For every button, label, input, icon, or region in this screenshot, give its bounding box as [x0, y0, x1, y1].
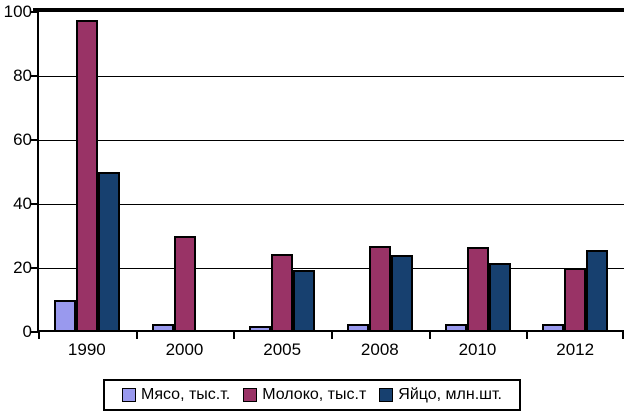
y-tick-label-0: 0	[22, 322, 32, 341]
x-tick-6	[622, 332, 624, 339]
x-tick-4	[428, 332, 431, 339]
x-tick-label-2008: 2008	[360, 340, 399, 359]
y-tick-label-60: 60	[13, 130, 32, 149]
legend-item-3: Яйцо, млн.шт.	[379, 386, 502, 404]
bar-2005-series3	[293, 269, 316, 332]
y-tick-60	[30, 139, 38, 141]
legend-swatch-icon	[122, 388, 136, 402]
bar-2008-series1	[346, 324, 369, 332]
bar-1990-series1	[53, 300, 76, 332]
y-tick-20	[30, 267, 38, 269]
x-tick-5	[526, 332, 529, 339]
x-axis-line	[37, 330, 624, 332]
y-axis-line	[37, 10, 39, 332]
legend-swatch-icon	[379, 388, 394, 402]
bar-2008-series3	[390, 255, 413, 332]
bar-2012-series2	[564, 268, 587, 332]
x-tick-label-2012: 2012	[556, 340, 595, 359]
bar-2010-series2	[466, 247, 489, 332]
bar-2000-series1	[151, 324, 174, 332]
bar-2008-series2	[368, 245, 391, 332]
bar-2005-series1	[249, 325, 272, 332]
plot-top-border	[33, 8, 624, 12]
bar-1990-series3	[97, 172, 120, 332]
y-tick-label-100: 100	[3, 2, 32, 21]
bar-2010-series1	[444, 324, 467, 332]
bar-2000-series2	[173, 236, 196, 332]
gridline-20	[38, 268, 624, 269]
gridline-60	[38, 140, 624, 141]
legend-label: Молоко, тыс.т	[262, 386, 367, 403]
x-tick-label-2005: 2005	[263, 340, 302, 359]
y-tick-0	[30, 331, 38, 333]
x-tick-0	[38, 332, 40, 339]
bar-2010-series3	[488, 263, 511, 332]
y-tick-80	[30, 75, 38, 77]
x-tick-2	[233, 332, 236, 339]
bar-1990-series2	[75, 20, 98, 332]
y-tick-label-40: 40	[13, 194, 32, 213]
legend-label: Мясо, тыс.т.	[141, 386, 231, 403]
x-tick-label-1990: 1990	[67, 340, 106, 359]
gridline-80	[38, 76, 624, 77]
legend-item-1: Мясо, тыс.т.	[122, 386, 230, 404]
x-tick-label-2000: 2000	[165, 340, 204, 359]
legend-item-2: Молоко, тыс.т	[243, 386, 366, 404]
legend-label: Яйцо, млн.шт.	[398, 386, 502, 403]
x-tick-label-2010: 2010	[458, 340, 497, 359]
y-tick-label-20: 20	[13, 258, 32, 277]
gridline-40	[38, 204, 624, 205]
bar-2012-series3	[586, 250, 609, 332]
legend: Мясо, тыс.т. Молоко, тыс.т Яйцо, млн.шт.	[103, 379, 521, 411]
x-tick-3	[331, 332, 333, 339]
y-tick-100	[30, 11, 38, 13]
bar-2012-series1	[542, 324, 565, 332]
legend-swatch-icon	[243, 388, 258, 402]
bar-2005-series2	[271, 253, 294, 332]
x-tick-1	[135, 332, 138, 339]
y-tick-label-80: 80	[13, 66, 32, 85]
y-tick-40	[30, 203, 38, 205]
